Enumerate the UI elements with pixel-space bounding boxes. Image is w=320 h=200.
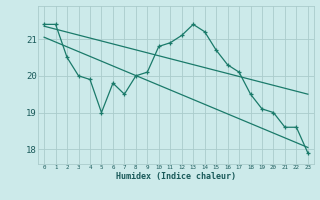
X-axis label: Humidex (Indice chaleur): Humidex (Indice chaleur) — [116, 172, 236, 181]
